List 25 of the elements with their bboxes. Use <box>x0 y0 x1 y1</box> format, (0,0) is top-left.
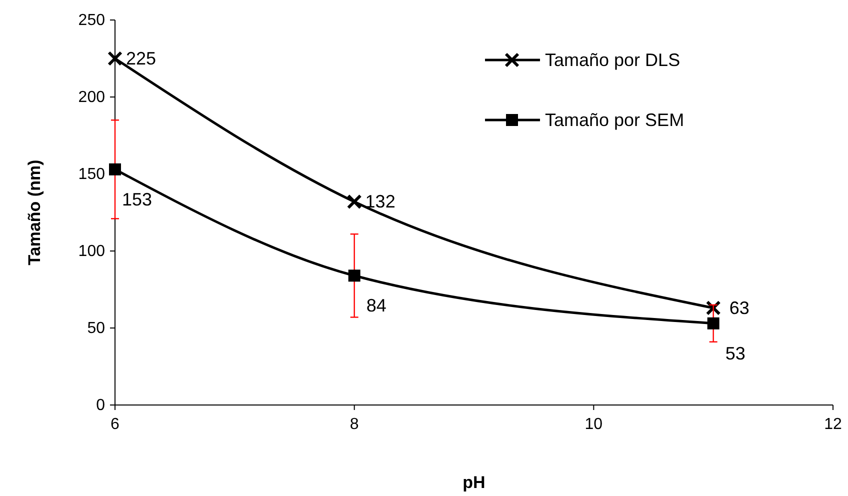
point <box>707 317 720 330</box>
x-tick-label: 6 <box>110 416 120 433</box>
y-tick-label: 150 <box>78 166 106 183</box>
data-label: 63 <box>729 298 750 318</box>
x-axis-title: pH <box>462 473 486 492</box>
y-tick-label: 50 <box>87 320 106 337</box>
y-tick-label: 0 <box>96 397 106 414</box>
data-label: 84 <box>366 296 386 316</box>
x-tick-label: 12 <box>824 416 842 433</box>
y-tick-label: 200 <box>78 89 106 106</box>
data-label: 53 <box>725 343 746 364</box>
data-label: 132 <box>365 192 396 212</box>
x-tick-label: 8 <box>350 416 359 433</box>
data-label: 225 <box>126 48 156 68</box>
point <box>109 163 121 176</box>
point <box>348 270 360 282</box>
y-axis-title: Tamaño (nm) <box>25 160 44 266</box>
point <box>346 194 362 210</box>
data-label: 153 <box>122 189 152 210</box>
point <box>108 51 122 66</box>
y-tick-label: 100 <box>78 243 106 260</box>
legend-label: Tamaño por DLS <box>545 50 680 70</box>
legend-label: Tamaño por SEM <box>545 110 684 130</box>
x-tick-label: 10 <box>584 416 603 433</box>
y-tick-label: 250 <box>78 12 106 29</box>
